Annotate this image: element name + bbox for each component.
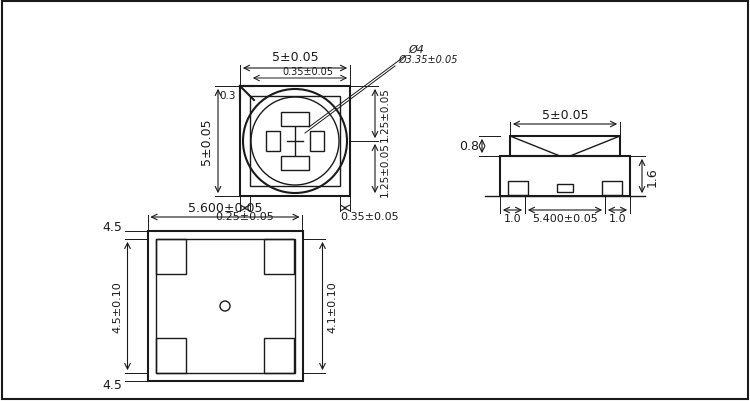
Bar: [265, 239, 295, 274]
Bar: [602, 182, 622, 196]
Bar: [281, 113, 309, 127]
Bar: [508, 182, 528, 196]
Text: 1.6: 1.6: [646, 167, 659, 186]
Bar: [281, 157, 309, 170]
Text: 0.3: 0.3: [220, 91, 236, 101]
Bar: [310, 132, 324, 152]
Text: 5.600±0.05: 5.600±0.05: [188, 201, 262, 215]
Bar: [155, 239, 185, 274]
Bar: [148, 231, 302, 381]
Text: 4.5±0.10: 4.5±0.10: [112, 280, 122, 332]
Text: 0.8: 0.8: [459, 140, 479, 153]
Text: 1.0: 1.0: [504, 213, 521, 223]
Bar: [266, 132, 280, 152]
Bar: [155, 239, 295, 373]
Text: 4.5: 4.5: [103, 379, 122, 391]
Text: 0.25±0.05: 0.25±0.05: [216, 211, 274, 221]
Text: 5±0.05: 5±0.05: [200, 118, 213, 165]
Text: Ø3.35±0.05: Ø3.35±0.05: [398, 55, 458, 65]
Text: 1.0: 1.0: [609, 213, 626, 223]
Bar: [240, 87, 350, 196]
Bar: [155, 338, 185, 373]
Text: 1.25±0.05: 1.25±0.05: [380, 142, 390, 196]
Bar: [557, 184, 573, 192]
Text: 4.5: 4.5: [103, 221, 122, 234]
Text: 1.25±0.05: 1.25±0.05: [380, 87, 390, 142]
Text: 0.35±0.05: 0.35±0.05: [340, 211, 399, 221]
Text: 5±0.05: 5±0.05: [542, 109, 588, 122]
Bar: [500, 157, 630, 196]
Bar: [510, 137, 620, 157]
Text: 0.35±0.05: 0.35±0.05: [283, 67, 334, 77]
Text: Ø4: Ø4: [408, 45, 424, 55]
Bar: [250, 97, 340, 186]
Text: 4.1±0.10: 4.1±0.10: [328, 280, 338, 332]
Bar: [265, 338, 295, 373]
Text: 5.400±0.05: 5.400±0.05: [532, 213, 598, 223]
Text: 5±0.05: 5±0.05: [272, 51, 318, 64]
